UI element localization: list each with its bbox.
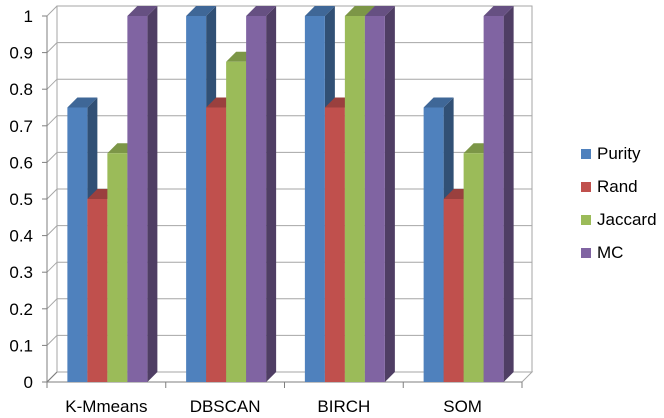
bar-top bbox=[423, 97, 454, 108]
y-tick-label: 0.5 bbox=[9, 190, 33, 209]
bar-front bbox=[304, 16, 325, 382]
bar bbox=[483, 6, 514, 382]
bar-top bbox=[304, 6, 335, 16]
bar-front bbox=[67, 107, 88, 382]
y-tick-label: 0.8 bbox=[9, 80, 33, 99]
bar-front bbox=[107, 153, 128, 382]
bar-top bbox=[67, 97, 98, 108]
y-tick-label: 0.2 bbox=[9, 300, 33, 319]
bar bbox=[246, 6, 277, 382]
y-tick-label: 0.1 bbox=[9, 336, 33, 355]
legend-label: MC bbox=[597, 243, 623, 262]
legend: Purity Rand Jaccard MC bbox=[581, 144, 657, 262]
y-tick-label: 0.6 bbox=[9, 153, 33, 172]
y-tick-label: 0.9 bbox=[9, 44, 33, 63]
bars bbox=[67, 6, 514, 382]
y-tick-label: 1 bbox=[24, 7, 33, 26]
y-tick-label: 0.4 bbox=[9, 227, 33, 246]
legend-swatch bbox=[581, 248, 591, 258]
gridline bbox=[46, 42, 532, 53]
bar bbox=[364, 6, 395, 382]
bar-top bbox=[364, 6, 395, 16]
y-tick-labels: 0 0.1 0.2 0.3 0.4 0.5 0.6 0.7 0.8 0.9 1 bbox=[9, 7, 33, 392]
gridline bbox=[46, 115, 532, 127]
x-tick-label: K-Mmeans bbox=[65, 397, 147, 416]
bar-front bbox=[324, 107, 345, 382]
bar-top bbox=[127, 6, 158, 16]
bar-front bbox=[206, 107, 227, 382]
x-tick-label: SOM bbox=[443, 397, 482, 416]
bar-front bbox=[483, 16, 504, 382]
x-tick-label: BIRCH bbox=[317, 397, 370, 416]
bar-side bbox=[503, 6, 514, 382]
bar-front bbox=[127, 16, 148, 382]
bar-front bbox=[186, 16, 207, 382]
y-tick-label: 0 bbox=[24, 373, 33, 392]
legend-label: Purity bbox=[597, 144, 641, 163]
bar-top bbox=[246, 6, 277, 16]
x-tick-label: DBSCAN bbox=[190, 397, 261, 416]
bar-front bbox=[443, 199, 464, 382]
legend-swatch bbox=[581, 149, 591, 159]
gridline bbox=[46, 78, 532, 90]
gridline bbox=[46, 5, 532, 17]
bar-front bbox=[423, 107, 444, 382]
bar-front bbox=[226, 61, 247, 382]
legend-item: Rand bbox=[581, 177, 638, 196]
legend-item: MC bbox=[581, 243, 623, 262]
legend-label: Rand bbox=[597, 177, 638, 196]
bar-front bbox=[364, 16, 385, 382]
bar-top bbox=[186, 6, 217, 16]
legend-swatch bbox=[581, 182, 591, 192]
bar-side bbox=[266, 6, 277, 382]
legend-item: Jaccard bbox=[581, 210, 657, 229]
axis-depth bbox=[46, 371, 58, 383]
bar-side bbox=[384, 6, 395, 382]
bar bbox=[127, 6, 158, 382]
x-tick-labels: K-Mmeans DBSCAN BIRCH SOM bbox=[65, 397, 482, 416]
legend-label: Jaccard bbox=[597, 210, 657, 229]
bar-front bbox=[87, 199, 108, 382]
legend-item: Purity bbox=[581, 144, 641, 163]
bar-side bbox=[147, 6, 158, 382]
y-tick-label: 0.3 bbox=[9, 263, 33, 282]
bar-front bbox=[246, 16, 267, 382]
bar-top bbox=[483, 6, 514, 16]
legend-swatch bbox=[581, 215, 591, 225]
bar-front bbox=[463, 153, 484, 382]
y-tick-label: 0.7 bbox=[9, 117, 33, 136]
bar-front bbox=[344, 16, 365, 382]
